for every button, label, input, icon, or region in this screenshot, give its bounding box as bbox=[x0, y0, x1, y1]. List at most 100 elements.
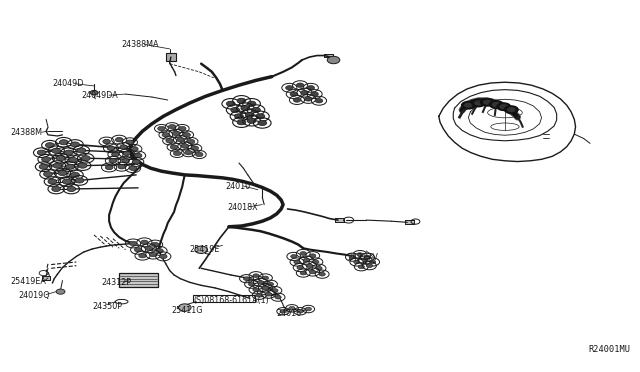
Circle shape bbox=[37, 150, 46, 155]
Bar bbox=[119, 273, 158, 287]
Circle shape bbox=[126, 140, 134, 144]
Circle shape bbox=[75, 178, 84, 183]
Circle shape bbox=[179, 126, 186, 131]
Circle shape bbox=[272, 289, 278, 292]
Circle shape bbox=[504, 105, 519, 114]
Circle shape bbox=[170, 145, 178, 149]
Circle shape bbox=[131, 147, 138, 151]
Bar bbox=[42, 276, 51, 280]
Circle shape bbox=[141, 240, 148, 244]
Circle shape bbox=[241, 106, 250, 111]
Bar bbox=[193, 295, 255, 302]
Circle shape bbox=[327, 56, 340, 64]
Circle shape bbox=[132, 160, 140, 164]
Circle shape bbox=[488, 100, 504, 109]
Circle shape bbox=[53, 163, 62, 168]
Circle shape bbox=[139, 253, 147, 258]
Circle shape bbox=[181, 144, 189, 148]
Circle shape bbox=[123, 151, 131, 155]
Circle shape bbox=[285, 86, 293, 90]
Text: R24001MU: R24001MU bbox=[588, 345, 630, 354]
Circle shape bbox=[311, 92, 318, 96]
Circle shape bbox=[483, 100, 492, 105]
Text: 24049D: 24049D bbox=[52, 79, 84, 88]
Bar bbox=[335, 218, 344, 222]
Circle shape bbox=[496, 102, 511, 111]
Circle shape bbox=[77, 148, 86, 153]
Text: 24388M: 24388M bbox=[10, 128, 42, 137]
Circle shape bbox=[256, 114, 265, 119]
Circle shape bbox=[480, 98, 495, 107]
Circle shape bbox=[262, 276, 269, 280]
Text: 24049DA: 24049DA bbox=[81, 91, 118, 100]
Circle shape bbox=[173, 151, 181, 155]
Circle shape bbox=[349, 255, 356, 259]
Circle shape bbox=[188, 139, 195, 144]
Text: 24312P: 24312P bbox=[102, 278, 132, 287]
Circle shape bbox=[234, 114, 243, 119]
Circle shape bbox=[56, 155, 65, 161]
Circle shape bbox=[362, 258, 368, 262]
Circle shape bbox=[48, 179, 57, 184]
Circle shape bbox=[183, 133, 191, 137]
Circle shape bbox=[120, 145, 127, 149]
Circle shape bbox=[253, 274, 259, 278]
Circle shape bbox=[316, 266, 322, 270]
Circle shape bbox=[262, 286, 269, 290]
Circle shape bbox=[90, 90, 98, 95]
Circle shape bbox=[162, 133, 170, 137]
Circle shape bbox=[168, 125, 176, 129]
Circle shape bbox=[366, 264, 372, 267]
Circle shape bbox=[151, 242, 159, 247]
Circle shape bbox=[305, 97, 312, 101]
Circle shape bbox=[300, 251, 307, 255]
Circle shape bbox=[474, 100, 483, 106]
Circle shape bbox=[303, 258, 310, 262]
Circle shape bbox=[52, 186, 61, 192]
Circle shape bbox=[81, 155, 90, 161]
Circle shape bbox=[300, 271, 307, 275]
Text: 24217V: 24217V bbox=[348, 253, 378, 262]
Circle shape bbox=[266, 292, 272, 296]
Circle shape bbox=[245, 112, 254, 118]
Circle shape bbox=[499, 104, 508, 109]
Circle shape bbox=[118, 164, 125, 169]
Bar bbox=[166, 53, 176, 61]
Circle shape bbox=[313, 260, 319, 264]
Circle shape bbox=[39, 164, 48, 169]
Circle shape bbox=[258, 121, 267, 126]
Circle shape bbox=[319, 272, 325, 276]
Text: 24388MA: 24388MA bbox=[122, 40, 159, 49]
Circle shape bbox=[252, 108, 260, 113]
Circle shape bbox=[134, 153, 142, 158]
Circle shape bbox=[134, 247, 142, 252]
Circle shape bbox=[310, 270, 316, 274]
Circle shape bbox=[67, 186, 76, 192]
Bar bbox=[42, 276, 51, 280]
Circle shape bbox=[68, 157, 77, 163]
Circle shape bbox=[108, 146, 115, 150]
Circle shape bbox=[316, 99, 323, 103]
Circle shape bbox=[63, 179, 71, 184]
Circle shape bbox=[109, 158, 116, 163]
Circle shape bbox=[78, 163, 87, 168]
Circle shape bbox=[471, 99, 486, 108]
Circle shape bbox=[106, 165, 113, 170]
Circle shape bbox=[354, 260, 360, 264]
Circle shape bbox=[237, 120, 246, 125]
Circle shape bbox=[129, 166, 137, 170]
Circle shape bbox=[305, 307, 312, 311]
Circle shape bbox=[185, 150, 192, 155]
Circle shape bbox=[122, 158, 129, 163]
Circle shape bbox=[280, 310, 286, 313]
Circle shape bbox=[243, 277, 250, 280]
Circle shape bbox=[289, 307, 295, 310]
Bar bbox=[404, 221, 413, 224]
Circle shape bbox=[145, 246, 152, 250]
Circle shape bbox=[65, 150, 73, 155]
Circle shape bbox=[166, 138, 173, 143]
Circle shape bbox=[307, 264, 313, 267]
Circle shape bbox=[464, 103, 473, 108]
Circle shape bbox=[247, 118, 256, 124]
Circle shape bbox=[256, 294, 262, 297]
